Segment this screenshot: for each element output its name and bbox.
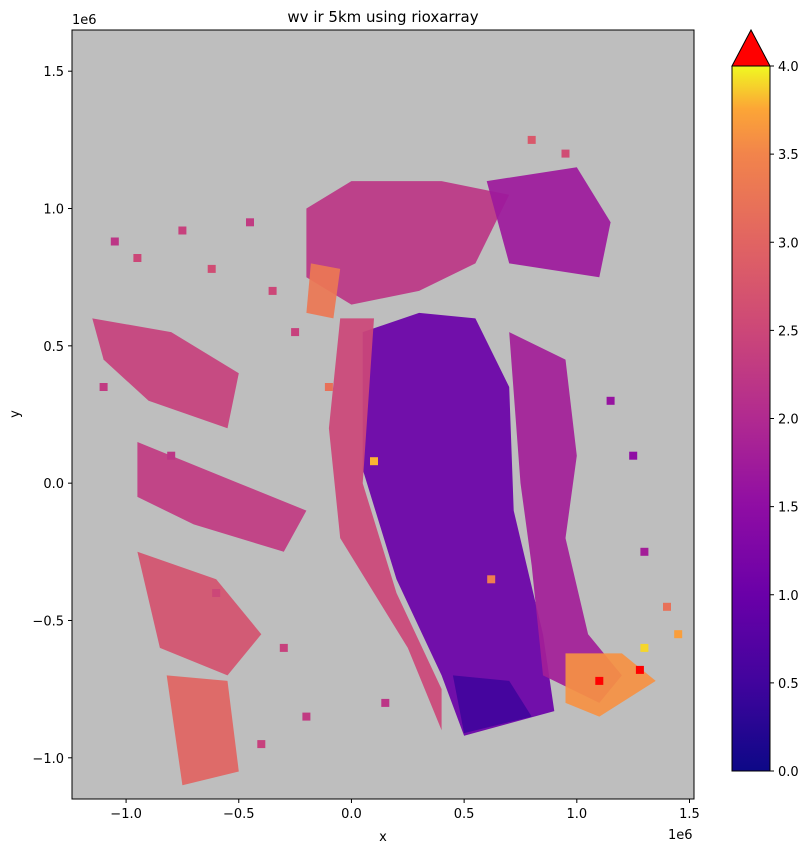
heatmap-cell	[207, 264, 216, 273]
x-axis: −1.0 −0.5 0.0 0.5 1.0 1.5	[110, 799, 700, 822]
heatmap-region-core-min	[452, 675, 532, 734]
heatmap-cell	[640, 547, 649, 556]
x-tick-label: 0.0	[341, 807, 362, 822]
y-tick-label: −1.0	[32, 752, 64, 767]
heatmap-cell	[110, 237, 119, 246]
heatmap-cell	[487, 575, 496, 584]
colorbar-tick-label: 1.0	[778, 589, 799, 604]
heatmap-cell	[268, 286, 277, 295]
colorbar-tick-label: 2.0	[778, 413, 799, 428]
heatmap-region-north-high	[306, 263, 341, 319]
colorbar-tick-label: 2.5	[778, 324, 799, 339]
heatmap-cell	[324, 383, 333, 391]
y-tick-label: −0.5	[32, 614, 64, 629]
heatmap-cell	[212, 589, 221, 597]
heatmap-cell	[640, 643, 649, 652]
heatmap-cell	[629, 451, 638, 460]
heatmap-cell	[674, 630, 683, 639]
x-tick-label: −0.5	[223, 807, 255, 822]
heatmap-regions	[92, 167, 656, 786]
heatmap-cell	[167, 451, 176, 460]
colorbar-tick-label: 1.5	[778, 501, 799, 516]
heatmap-cell	[370, 457, 378, 466]
y-offset-label: 1e6	[72, 13, 97, 28]
heatmap-cell	[99, 383, 108, 391]
colorbar-tick-label: 3.5	[778, 148, 799, 163]
colorbar-tick-label: 3.0	[778, 236, 799, 251]
colorbar-axis: 0.0 0.5 1.0 1.5 2.0 2.5 3.0 3.5 4.0	[770, 60, 799, 780]
heatmap-region-sw-streaks	[137, 551, 262, 676]
heatmap-region-southeast-high	[565, 653, 656, 717]
colorbar-tick-label: 0.5	[778, 677, 799, 692]
y-tick-label: 0.0	[43, 477, 64, 492]
y-axis: −1.0 −0.5 0.0 0.5 1.0 1.5	[32, 65, 72, 767]
chart-title: wv ir 5km using rioxarray	[287, 8, 478, 26]
x-tick-label: 1.0	[566, 807, 587, 822]
heatmap-cell	[178, 226, 187, 235]
heatmap-region-sw-corner	[166, 675, 239, 786]
heatmap-cell	[663, 602, 671, 611]
y-tick-label: 1.5	[43, 65, 64, 80]
y-tick-label: 0.5	[43, 340, 64, 355]
colorbar-gradient	[732, 66, 770, 771]
y-axis-label: y	[8, 410, 23, 418]
heatmap-region-west-scatter-2	[137, 442, 307, 552]
heatmap-region-east-band	[509, 332, 622, 703]
heatmap-cell	[561, 149, 570, 158]
heatmap-cell	[595, 676, 604, 685]
colorbar-tick-label: 0.0	[778, 765, 799, 780]
heatmap-cell	[635, 665, 644, 674]
heatmap-region-ne-streaks	[486, 167, 611, 278]
heatmap-region-northern-cap	[306, 181, 510, 305]
x-tick-label: 0.5	[454, 807, 475, 822]
colorbar-extend-max	[731, 28, 771, 67]
heatmap-cell	[246, 218, 254, 227]
x-axis-label: x	[379, 830, 387, 845]
heatmap-cell	[291, 328, 300, 337]
colorbar-tick-label: 4.0	[778, 60, 799, 75]
heatmap-region-west-scatter-1	[92, 318, 239, 429]
heatmap-cell	[133, 254, 142, 262]
heatmap-cell	[527, 135, 536, 144]
heatmap-region-western-edge	[328, 318, 442, 731]
y-tick-label: 1.0	[43, 203, 64, 218]
heatmap-cell	[606, 396, 615, 405]
heatmap-cell	[381, 698, 390, 707]
heatmap-cell	[302, 712, 311, 721]
x-tick-label: −1.0	[110, 807, 142, 822]
heatmap-speckles	[99, 135, 683, 749]
x-offset-label: 1e6	[668, 828, 693, 843]
x-tick-label: 1.5	[679, 807, 700, 822]
plot-frame	[71, 29, 695, 800]
heatmap-cell	[257, 740, 266, 749]
heatmap-cell	[279, 643, 288, 652]
heatmap-region-central-low	[362, 312, 555, 736]
